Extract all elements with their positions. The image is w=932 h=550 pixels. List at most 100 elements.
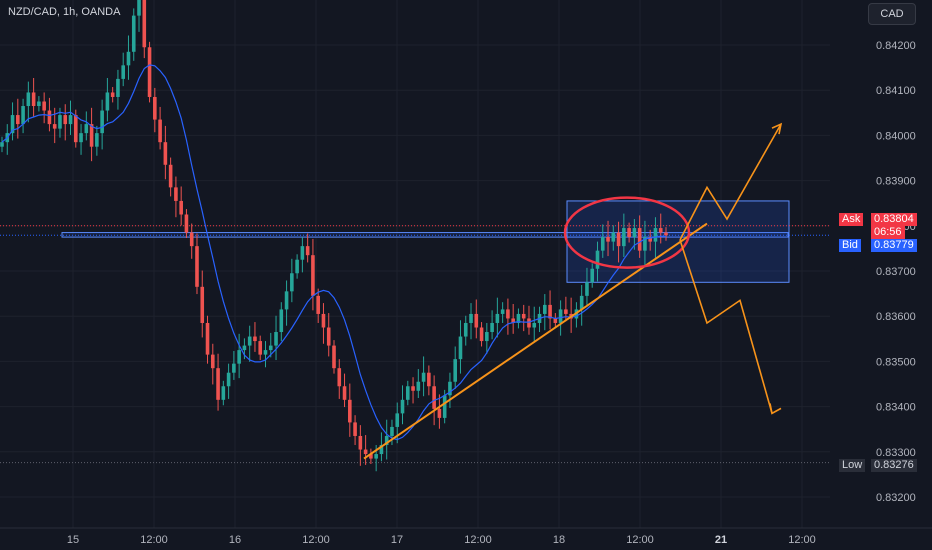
bullish-path [679,123,782,241]
candle-body [595,250,600,269]
candle-body [637,228,642,251]
candle-body [210,354,215,369]
y-tick-label: 0.83200 [876,492,916,504]
candle-body [89,124,94,147]
bearish-path [679,239,773,414]
candle-body [664,232,668,236]
candle-body [527,318,531,328]
candle-body [463,322,468,337]
y-tick-label: 0.83400 [876,402,916,414]
candle-body [442,395,447,418]
resistance-zone [61,232,789,238]
candle-body [274,332,278,346]
candle-body [548,304,552,319]
candle-body [379,445,384,455]
candle-body [184,214,189,233]
candle-body [10,115,15,134]
candle-body [353,422,357,436]
low-price-tag: 0.83276 [871,459,917,472]
candle-body [52,124,57,129]
candle-body [189,232,194,247]
candle-body [21,106,25,125]
trendline [363,222,708,460]
candle-body [147,47,152,97]
candle-body [0,142,4,147]
candle-body [458,336,463,360]
candle-body [26,92,31,107]
candle-body [590,268,595,283]
candle-body [363,449,368,455]
y-tick-label: 0.84100 [876,85,916,97]
candle-body [253,336,257,342]
candle-body [105,92,110,111]
candle-body [116,78,120,97]
candle-body [421,372,426,382]
candle-body [490,322,494,333]
symbol-title[interactable]: NZD/CAD, 1h, OANDA [8,6,121,18]
candle-body [332,345,336,369]
candle-body [73,115,78,143]
candle-body [348,399,352,423]
candle-body [47,110,52,125]
candle-body [400,399,405,414]
candle-body [68,115,73,125]
y-tick-label: 0.83600 [876,311,916,323]
candle-body [131,15,136,52]
candle-body [305,246,310,256]
candle-body [300,246,305,260]
candle-body [585,282,589,296]
candle-body [653,228,658,242]
candle-body [153,96,157,120]
candle-body [179,200,183,215]
candle-body [163,142,168,165]
candle-body [469,313,473,323]
candle-body [622,228,626,247]
x-tick-label: 12:00 [302,534,330,546]
y-tick-label: 0.83500 [876,356,916,368]
candle-body [326,327,331,346]
candle-body [205,322,210,355]
candle-body [411,386,415,391]
candle-body [258,341,263,355]
candle-body [95,133,99,147]
candle-body [427,372,431,387]
candle-body [416,381,421,391]
candle-body [263,350,268,355]
candle-body [100,110,104,134]
candle-body [216,368,220,400]
candle-body [221,386,226,400]
candle-body [174,187,178,201]
candle-body [474,313,479,328]
candle-body [321,313,326,328]
y-tick-label: 0.83900 [876,176,916,188]
candle-body [485,332,489,342]
bid-label: Bid [839,239,861,252]
candle-body [237,350,241,364]
candle-timer: 06:56 [871,226,905,239]
axes-layer: 0.842000.841000.840000.839000.838000.837… [0,40,932,546]
x-tick-label: 12:00 [788,534,816,546]
candle-body [516,313,521,323]
candle-body [643,237,647,251]
x-tick-label: 21 [715,534,727,546]
candle-body [532,322,537,328]
candle-body [600,237,605,251]
x-tick-label: 12:00 [626,534,654,546]
x-tick-label: 17 [391,534,403,546]
x-tick-label: 18 [553,534,565,546]
candle-body [63,115,68,125]
candle-body [632,228,637,238]
candle-body [158,119,162,143]
candle-body [126,51,131,66]
candle-body [200,286,205,323]
candle-body [79,133,83,143]
candle-body [405,386,410,400]
currency-button[interactable]: CAD [868,3,916,25]
candle-body [542,304,547,314]
ask-label: Ask [839,213,864,226]
candle-body [658,228,663,233]
candle-body [121,65,126,79]
candle-body [558,309,563,323]
x-tick-label: 15 [67,534,79,546]
